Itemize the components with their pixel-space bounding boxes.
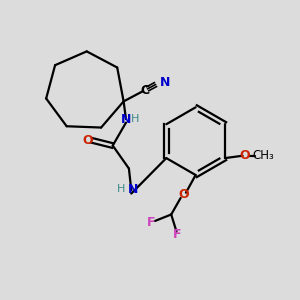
Text: F: F [147, 216, 156, 229]
Text: H: H [117, 184, 125, 194]
Text: O: O [82, 134, 93, 147]
Text: C: C [140, 84, 149, 97]
Text: N: N [160, 76, 170, 89]
Text: O: O [179, 188, 190, 201]
Text: O: O [239, 149, 250, 162]
Text: N: N [121, 112, 131, 126]
Text: CH₃: CH₃ [252, 149, 274, 162]
Text: F: F [173, 228, 181, 241]
Text: H: H [131, 114, 140, 124]
Text: N: N [128, 183, 138, 196]
